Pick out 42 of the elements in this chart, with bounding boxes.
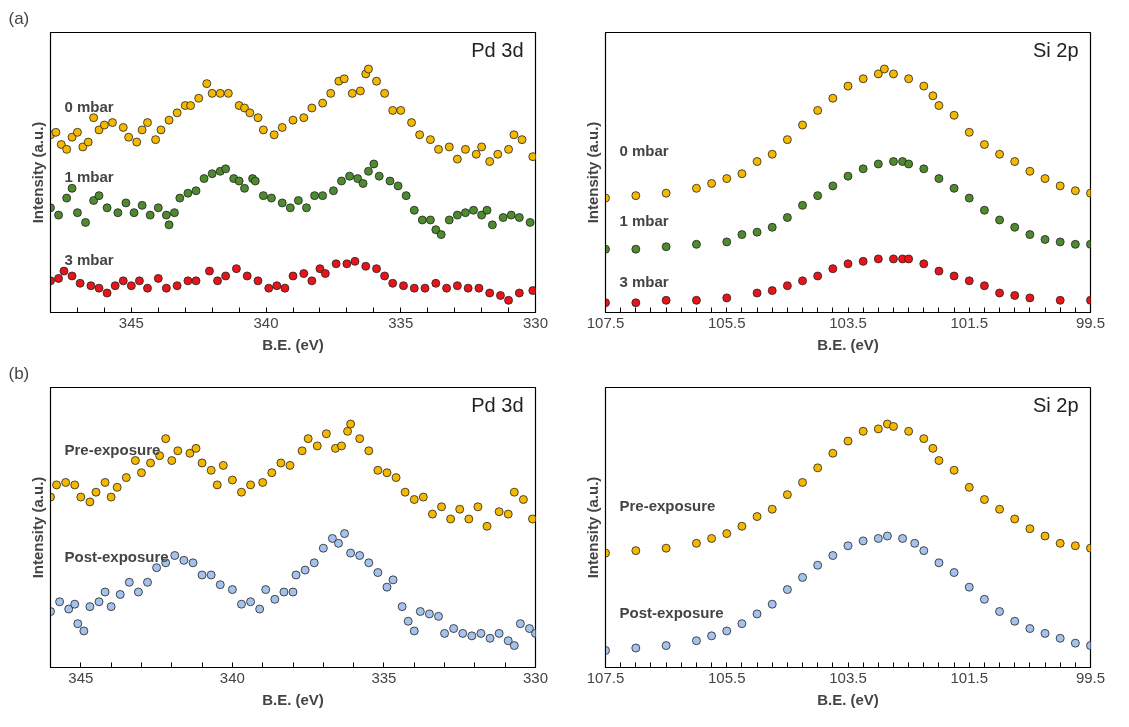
chart-title: Pd 3d (471, 393, 524, 416)
chart-title: Pd 3d (471, 38, 524, 61)
x-axis-title: B.E. (eV) (262, 335, 324, 353)
x-axis-title: B.E. (eV) (817, 690, 879, 708)
x-tick-label: 345 (68, 668, 94, 686)
chart-title: Si 2p (1032, 38, 1079, 61)
series-label: 3 mbar (64, 251, 114, 269)
x-tick-label: 105.5 (707, 668, 746, 686)
text: 0 mbar (619, 141, 669, 159)
series-label: 1 mbar (64, 168, 114, 186)
text: (b) (8, 363, 30, 383)
series-label: 1 mbar (619, 212, 669, 230)
x-tick-label: 107.5 (586, 668, 625, 686)
x-tick-label: 103.5 (829, 668, 867, 686)
x-tick-label: 99.5 (1075, 313, 1106, 331)
y-axis-title: Intensity (a.u.) (583, 121, 601, 224)
x-tick-label: 103.5 (829, 313, 867, 331)
series-label: 3 mbar (619, 273, 669, 291)
x-tick-label: 99.5 (1075, 668, 1106, 686)
x-axis-title: B.E. (eV) (817, 335, 879, 353)
x-tick-label: 345 (118, 313, 144, 331)
x-tick-label: 335 (371, 668, 397, 686)
series-label: Post-exposure (64, 547, 169, 565)
x-tick-label: 107.5 (586, 313, 625, 331)
y-axis-title: Intensity (a.u.) (583, 476, 601, 579)
series-label: Pre-exposure (64, 440, 161, 458)
y-axis-title: Intensity (a.u.) (28, 476, 46, 579)
x-axis-title: B.E. (eV) (262, 690, 324, 708)
series-label: Post-exposure (619, 603, 724, 621)
x-tick-label: 340 (253, 313, 279, 331)
chart-title: Si 2p (1032, 393, 1079, 416)
x-tick-label: 335 (388, 313, 414, 331)
x-tick-label: 340 (219, 668, 245, 686)
x-tick-label: 330 (522, 313, 549, 331)
text: (a) (8, 8, 30, 28)
x-tick-label: 101.5 (950, 313, 989, 331)
y-axis-title: Intensity (a.u.) (28, 121, 46, 224)
x-tick-label: 101.5 (950, 668, 989, 686)
x-tick-label: 330 (522, 668, 549, 686)
series-label: Pre-exposure (619, 496, 716, 514)
x-tick-label: 105.5 (707, 313, 746, 331)
series-label: 0 mbar (64, 97, 114, 115)
